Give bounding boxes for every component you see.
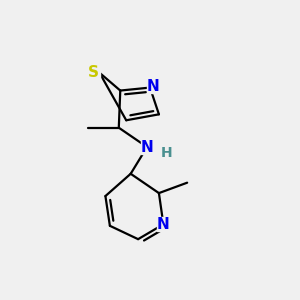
Bar [87, 66, 100, 80]
Bar [147, 79, 159, 93]
Bar [141, 140, 153, 154]
Bar [158, 218, 169, 231]
Text: N: N [141, 140, 153, 154]
Text: H: H [160, 146, 172, 160]
Text: S: S [88, 65, 99, 80]
Text: N: N [147, 79, 159, 94]
Text: N: N [157, 217, 170, 232]
